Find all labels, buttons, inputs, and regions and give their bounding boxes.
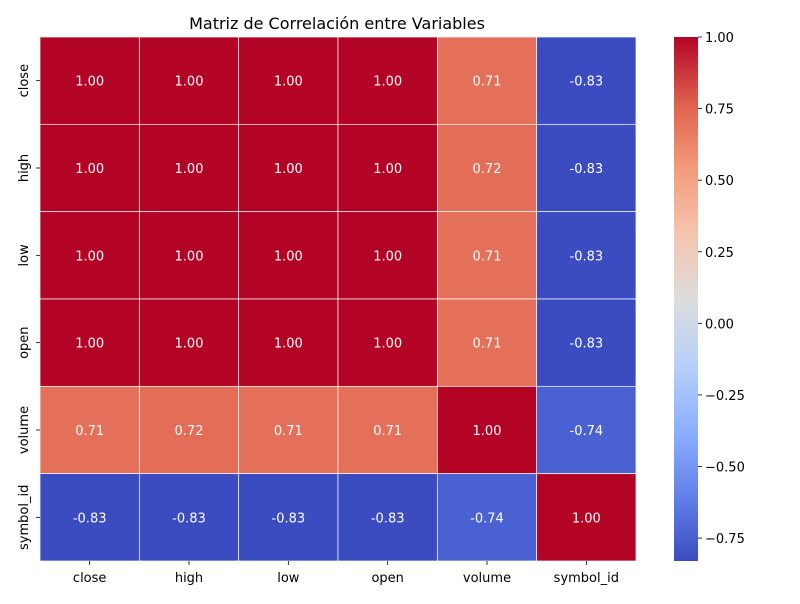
cell-value-label: 1.00: [572, 511, 601, 526]
cell-value-label: -0.83: [272, 511, 306, 526]
y-tick-label: low: [17, 244, 32, 267]
cell-value-label: 0.72: [473, 162, 502, 177]
y-tick-label: open: [17, 326, 32, 358]
cell-value-label: 1.00: [175, 249, 204, 264]
cell-value-label: 0.71: [274, 424, 303, 439]
y-tick-label: symbol_id: [17, 485, 32, 550]
cell-value-label: 0.71: [473, 337, 502, 352]
heatmap-cell-low-symbol_id: [536, 211, 637, 300]
cell-value-label: 1.00: [373, 249, 402, 264]
heatmap-cell-symbol_id-close: [39, 473, 140, 562]
cell-value-label: 1.00: [75, 75, 104, 90]
cell-value-label: -0.74: [570, 424, 604, 439]
cell-value-label: 0.72: [175, 424, 204, 439]
heatmap-cell-open-symbol_id: [536, 298, 637, 387]
cell-value-label: -0.83: [570, 337, 604, 352]
colorbar-tick-label: 0.25: [705, 246, 734, 261]
heatmap-cell-low-high: [138, 211, 240, 300]
heatmap-cell-close-symbol_id: [536, 36, 637, 125]
cell-value-label: -0.83: [570, 162, 604, 177]
heatmap-cell-symbol_id-volume: [436, 473, 538, 562]
cell-value-label: 1.00: [75, 337, 104, 352]
cell-value-label: 1.00: [274, 337, 303, 352]
heatmap-cell-high-high: [138, 123, 240, 213]
heatmap-cell-open-high: [138, 298, 240, 387]
colorbar-gradient: [674, 37, 698, 561]
cell-value-label: 1.00: [473, 424, 502, 439]
colorbar-tick-label: 0.50: [705, 174, 734, 189]
colorbar-tick-label: −0.75: [705, 532, 745, 547]
heatmap-cell-volume-symbol_id: [536, 385, 637, 475]
colorbar-tick-label: −0.50: [705, 461, 745, 476]
y-tick-label: volume: [17, 406, 32, 454]
colorbar-tick-label: 0.75: [705, 103, 734, 118]
cell-value-label: -0.83: [570, 75, 604, 90]
colorbar-tick-label: −0.25: [705, 389, 745, 404]
heatmap-cell-open-close: [39, 298, 140, 387]
cell-value-label: 1.00: [175, 162, 204, 177]
cell-value-label: 1.00: [75, 162, 104, 177]
cell-value-label: 0.71: [75, 424, 104, 439]
chart-title: Matriz de Correlación entre Variables: [189, 14, 485, 33]
heatmap-cell-open-open: [337, 298, 438, 387]
cell-value-label: 1.00: [75, 249, 104, 264]
colorbar-tick-label: 0.00: [705, 317, 734, 332]
heatmap-cells: [39, 36, 637, 562]
cell-value-label: 1.00: [274, 162, 303, 177]
cell-value-label: -0.83: [371, 511, 405, 526]
cell-value-label: 1.00: [373, 162, 402, 177]
colorbar-tick-label: 1.00: [705, 31, 734, 46]
heatmap-cell-high-open: [337, 123, 438, 213]
x-tick-label: low: [277, 571, 300, 586]
cell-value-label: 0.71: [473, 249, 502, 264]
heatmap-cell-close-open: [337, 36, 438, 125]
x-tick-label: close: [73, 571, 106, 586]
cell-value-label: 1.00: [373, 75, 402, 90]
heatmap-cell-high-symbol_id: [536, 123, 637, 213]
cell-value-label: 0.71: [373, 424, 402, 439]
cell-value-label: -0.74: [470, 511, 504, 526]
heatmap-cell-close-volume: [436, 36, 538, 125]
heatmap-cell-symbol_id-symbol_id: [536, 473, 637, 562]
heatmap-cell-open-low: [238, 298, 339, 387]
cell-value-label: -0.83: [570, 249, 604, 264]
cell-value-label: -0.83: [172, 511, 206, 526]
heatmap-cell-low-open: [337, 211, 438, 300]
colorbar: −0.75 −0.50 −0.25 0.00 0.25 0.50 0.75 1.00: [674, 31, 745, 561]
x-tick-label: high: [175, 571, 203, 586]
heatmap-cell-close-low: [238, 36, 339, 125]
cell-value-label: 1.00: [175, 337, 204, 352]
heatmap-cell-volume-low: [238, 385, 339, 475]
cell-value-label: 0.71: [473, 75, 502, 90]
heatmap-cell-low-volume: [436, 211, 538, 300]
heatmap-cell-volume-open: [337, 385, 438, 475]
y-axis: close high low open volume symbol_id: [17, 64, 40, 550]
cell-value-label: 1.00: [373, 337, 402, 352]
cell-value-label: 1.00: [274, 249, 303, 264]
heatmap-cell-close-close: [39, 36, 140, 125]
cell-value-label: 1.00: [175, 75, 204, 90]
heatmap-cell-close-high: [138, 36, 240, 125]
y-tick-label: close: [17, 64, 32, 97]
cell-value-label: -0.83: [73, 511, 107, 526]
heatmap-cell-labels: 1.00 1.00 1.00 1.00 0.71 -0.83 1.00 1.00 1.00 1.0…: [73, 75, 603, 527]
heatmap-cell-volume-close: [39, 385, 140, 475]
x-tick-label: volume: [463, 571, 511, 586]
y-tick-label: high: [17, 154, 32, 182]
heatmap-cell-low-low: [238, 211, 339, 300]
x-tick-label: open: [371, 571, 403, 586]
cell-value-label: 1.00: [274, 75, 303, 90]
x-axis: close high low open volume symbol_id: [73, 561, 619, 586]
x-tick-label: symbol_id: [554, 571, 619, 586]
heatmap-cell-low-close: [39, 211, 140, 300]
heatmap-cell-open-volume: [436, 298, 538, 387]
heatmap-cell-volume-volume: [436, 385, 538, 475]
